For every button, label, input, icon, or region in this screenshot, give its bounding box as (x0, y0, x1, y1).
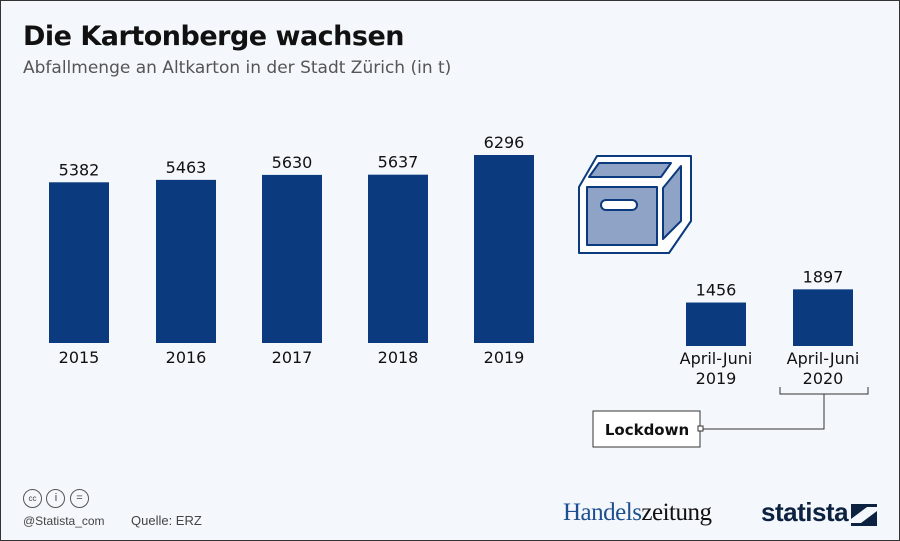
data-label: 5637 (378, 153, 419, 172)
data-label: 5463 (166, 158, 207, 177)
data-label: 5382 (59, 160, 100, 179)
category-label: 2020 (803, 369, 844, 388)
category-label: 2018 (378, 348, 419, 367)
category-label: 2015 (59, 348, 100, 367)
by-icon: i (46, 489, 66, 508)
category-label: 2019 (484, 348, 525, 367)
statista-logo-icon (851, 504, 877, 526)
nd-icon: = (69, 489, 89, 508)
lockdown-label: Lockdown (605, 421, 689, 439)
data-label: 6296 (484, 133, 525, 152)
lockdown-annotation (592, 387, 869, 448)
category-label: 2019 (696, 369, 737, 388)
cc-license-icons[interactable]: cc i = (23, 488, 89, 508)
category-label: 2017 (272, 348, 313, 367)
bar (793, 289, 853, 346)
data-label: 5630 (272, 153, 313, 172)
data-label: 1456 (696, 281, 737, 300)
cc-icon: cc (23, 489, 42, 508)
handelszeitung-logo: Handelszeitung (563, 499, 712, 526)
cardboard-box-icon (578, 155, 692, 254)
category-label: 2016 (166, 348, 207, 367)
bar (368, 174, 428, 343)
bar (262, 174, 322, 343)
data-label: 1897 (803, 267, 844, 286)
chart-title: Die Kartonberge wachsen (23, 21, 405, 52)
category-label: April-Juni (680, 349, 753, 368)
bar (156, 179, 216, 343)
bar (686, 302, 746, 346)
bar (474, 155, 534, 343)
source: Quelle: ERZ (131, 513, 202, 528)
statista-logo: statista (761, 497, 849, 527)
bar (49, 182, 109, 343)
chart-subtitle: Abfallmenge an Altkarton in der Stadt Zü… (23, 58, 452, 78)
statista-handle[interactable]: @Statista_com (23, 514, 105, 528)
category-label: April-Juni (787, 349, 860, 368)
